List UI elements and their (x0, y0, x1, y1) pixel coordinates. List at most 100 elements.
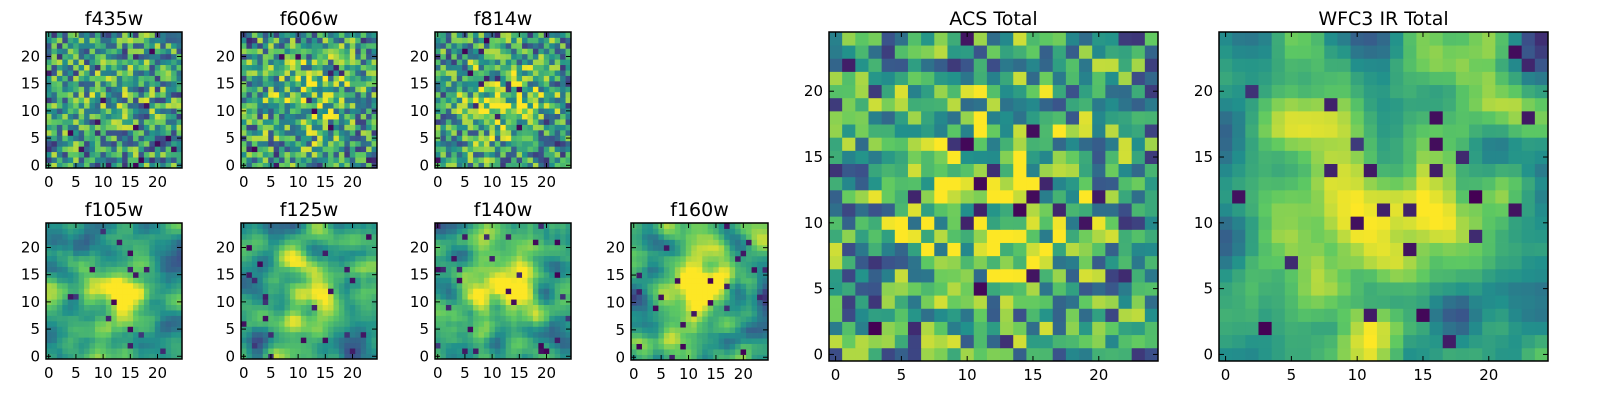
heatmap-cell (279, 108, 285, 114)
heatmap-cell (154, 299, 161, 305)
heatmap-cell (133, 124, 139, 131)
heatmap-cell (349, 293, 356, 300)
heatmap-cell (333, 80, 340, 87)
heatmap-cell (641, 272, 648, 279)
heatmap-cell (317, 228, 323, 235)
heatmap-cell (549, 119, 556, 125)
heatmap-cell (641, 233, 648, 240)
heatmap-cell (160, 129, 167, 136)
heatmap-cell (462, 282, 469, 289)
heatmap-cell (543, 59, 550, 66)
heatmap-cell (680, 288, 687, 295)
heatmap-cell (149, 320, 156, 327)
heatmap-cell (306, 32, 313, 38)
heatmap-cell (538, 124, 545, 131)
heatmap-cell (456, 326, 463, 333)
heatmap-cell (757, 266, 763, 273)
heatmap-cell (680, 277, 687, 284)
heatmap-cell (685, 288, 692, 295)
heatmap-cell (160, 135, 167, 142)
heatmap-cell (538, 282, 545, 289)
heatmap-cell (527, 331, 534, 338)
heatmap-cell (355, 86, 362, 93)
heatmap-cell (94, 288, 101, 295)
heatmap-cell (333, 293, 340, 300)
heatmap-cell (538, 304, 545, 311)
heatmap-cell (855, 268, 869, 283)
heatmap-cell (669, 349, 676, 355)
heatmap-cell (538, 80, 545, 87)
heatmap-cell (740, 239, 747, 246)
heatmap-cell (631, 233, 637, 240)
heatmap-cell (947, 295, 961, 309)
heatmap-cell (702, 338, 709, 344)
heatmap-cell (829, 347, 843, 362)
heatmap-cell (241, 342, 247, 349)
heatmap-cell (176, 282, 183, 289)
heatmap-cell (527, 151, 534, 158)
heatmap-cell (165, 37, 172, 44)
heatmap-cell (451, 113, 458, 120)
heatmap-cell (111, 124, 118, 131)
heatmap-cell (78, 37, 85, 44)
heatmap-cell (262, 135, 269, 142)
heatmap-cell (696, 354, 703, 361)
heatmap-cell (1013, 321, 1027, 336)
heatmap-cell (273, 315, 280, 322)
heatmap-cell (462, 320, 469, 327)
heatmap-cell (467, 282, 474, 289)
heatmap-cell (560, 59, 566, 66)
heatmap-cell (138, 342, 145, 349)
heatmap-cell (894, 229, 909, 243)
heatmap-cell (855, 282, 869, 296)
heatmap-cell (652, 327, 659, 333)
heatmap-cell (279, 250, 285, 257)
heatmap-cell (641, 239, 648, 246)
heatmap-cell (456, 315, 463, 322)
heatmap-cell (268, 129, 275, 136)
heatmap-cell (1013, 229, 1027, 243)
heatmap-cell (105, 261, 112, 267)
heatmap-cell (652, 338, 659, 344)
heatmap-cell (51, 250, 58, 257)
heatmap-cell (176, 70, 183, 76)
heatmap-cell (549, 162, 556, 169)
heatmap-cell (149, 293, 156, 300)
heatmap-cell (149, 244, 156, 251)
heatmap-cell (565, 348, 572, 354)
heatmap-cell (549, 70, 556, 76)
heatmap-cell (456, 129, 463, 136)
heatmap-cell (111, 293, 118, 300)
heatmap-cell (338, 299, 345, 305)
heatmap-cell (338, 239, 345, 246)
heatmap-cell (473, 129, 479, 136)
heatmap-cell (284, 271, 291, 278)
heatmap-cell (143, 157, 150, 163)
heatmap-cell (138, 32, 145, 38)
heatmap-cell (729, 349, 736, 355)
heatmap-cell (306, 348, 313, 354)
heatmap-cell (1026, 347, 1040, 362)
heatmap-cell (565, 129, 572, 136)
heatmap-cell (111, 86, 118, 93)
heatmap-cell (669, 261, 676, 268)
heatmap-cell (746, 338, 752, 344)
heatmap-cell (829, 216, 843, 230)
heatmap-cell (1079, 347, 1093, 362)
heatmap-cell (674, 354, 681, 361)
heatmap-cell (483, 304, 490, 311)
heatmap-cell (445, 80, 452, 87)
heatmap-cell (94, 348, 101, 354)
heatmap-cell (78, 337, 85, 344)
heatmap-cell (757, 310, 763, 317)
heatmap-cell (133, 331, 139, 338)
heatmap-cell (138, 151, 145, 158)
heatmap-cell (516, 135, 523, 142)
heatmap-cell (543, 266, 550, 273)
heatmap-cell (111, 53, 118, 60)
heatmap-cell (143, 315, 150, 322)
heatmap-cell (674, 321, 681, 328)
heatmap-cell (246, 70, 253, 76)
heatmap-cell (273, 266, 280, 273)
heatmap-cell (435, 129, 441, 136)
